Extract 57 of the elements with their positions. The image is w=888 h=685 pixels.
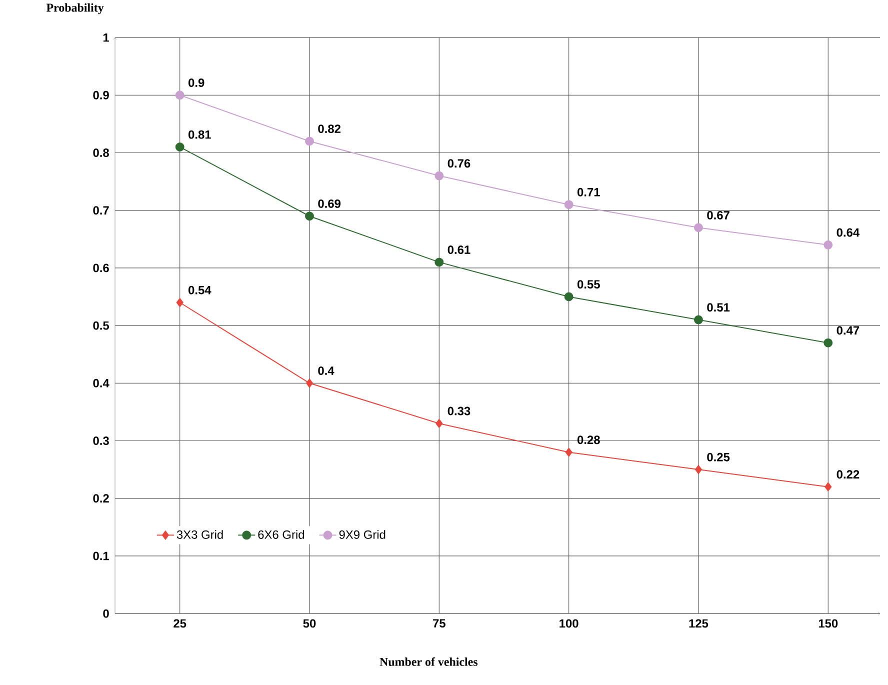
data-label: 0.55 bbox=[577, 280, 600, 289]
y-tick-label: 0.1 bbox=[93, 552, 110, 560]
point bbox=[436, 419, 443, 428]
x-tick-label: 150 bbox=[818, 619, 838, 628]
y-tick-label: 0.5 bbox=[93, 322, 110, 330]
point bbox=[694, 223, 703, 232]
data-label: 0.61 bbox=[448, 246, 470, 254]
legend-label: 6X6 Grid bbox=[258, 530, 304, 540]
x-tick-label: 50 bbox=[303, 619, 316, 628]
data-label: 0.4 bbox=[318, 366, 334, 376]
data-label: 0.54 bbox=[188, 286, 212, 295]
point bbox=[176, 298, 184, 308]
y-tick-label: 0.4 bbox=[93, 379, 110, 388]
data-label: 0.81 bbox=[188, 130, 211, 140]
data-label: 0.71 bbox=[577, 188, 600, 197]
y-tick-label: 0.3 bbox=[93, 436, 109, 446]
point bbox=[175, 90, 184, 100]
data-label: 0.9 bbox=[188, 78, 204, 88]
data-label: 0.51 bbox=[707, 303, 730, 312]
x-axis-title: Number of vehicles bbox=[380, 658, 478, 666]
x-tick-label: 125 bbox=[689, 619, 708, 628]
point bbox=[564, 292, 574, 302]
data-label: 0.76 bbox=[448, 159, 470, 168]
data-label: 0.33 bbox=[448, 407, 470, 416]
point bbox=[305, 212, 314, 221]
data-label: 0.82 bbox=[318, 124, 340, 134]
data-label: 0.67 bbox=[707, 211, 730, 220]
legend-label: 3X3 Grid bbox=[176, 530, 223, 540]
data-label: 0.47 bbox=[836, 326, 860, 335]
y-tick-label: 0.7 bbox=[93, 206, 109, 215]
point bbox=[175, 142, 184, 152]
point bbox=[824, 338, 833, 348]
y-tick-label: 0.9 bbox=[93, 91, 109, 100]
x-tick-label: 100 bbox=[560, 619, 578, 628]
point bbox=[564, 200, 574, 210]
point bbox=[565, 448, 572, 457]
data-label: 0.64 bbox=[836, 228, 860, 237]
x-tick-label: 25 bbox=[174, 619, 186, 628]
y-tick-label: 0 bbox=[103, 610, 109, 618]
x-tick-label: 75 bbox=[433, 619, 446, 628]
y-axis-title: Probability bbox=[46, 4, 104, 14]
point bbox=[305, 136, 314, 146]
point bbox=[824, 240, 833, 250]
point bbox=[434, 258, 444, 267]
y-tick-label: 0.6 bbox=[93, 264, 109, 272]
y-tick-label: 0.2 bbox=[93, 494, 109, 503]
point bbox=[434, 172, 444, 180]
data-label: 0.69 bbox=[318, 200, 341, 208]
y-tick-label: 0.8 bbox=[93, 148, 109, 158]
point bbox=[694, 316, 703, 324]
point bbox=[306, 378, 313, 388]
point bbox=[694, 465, 702, 474]
legend-label: 9X9 Grid bbox=[339, 530, 386, 540]
y-tick-label: 1 bbox=[103, 34, 110, 42]
data-label: 0.25 bbox=[707, 453, 730, 462]
point bbox=[824, 482, 832, 492]
data-label: 0.22 bbox=[836, 470, 860, 479]
